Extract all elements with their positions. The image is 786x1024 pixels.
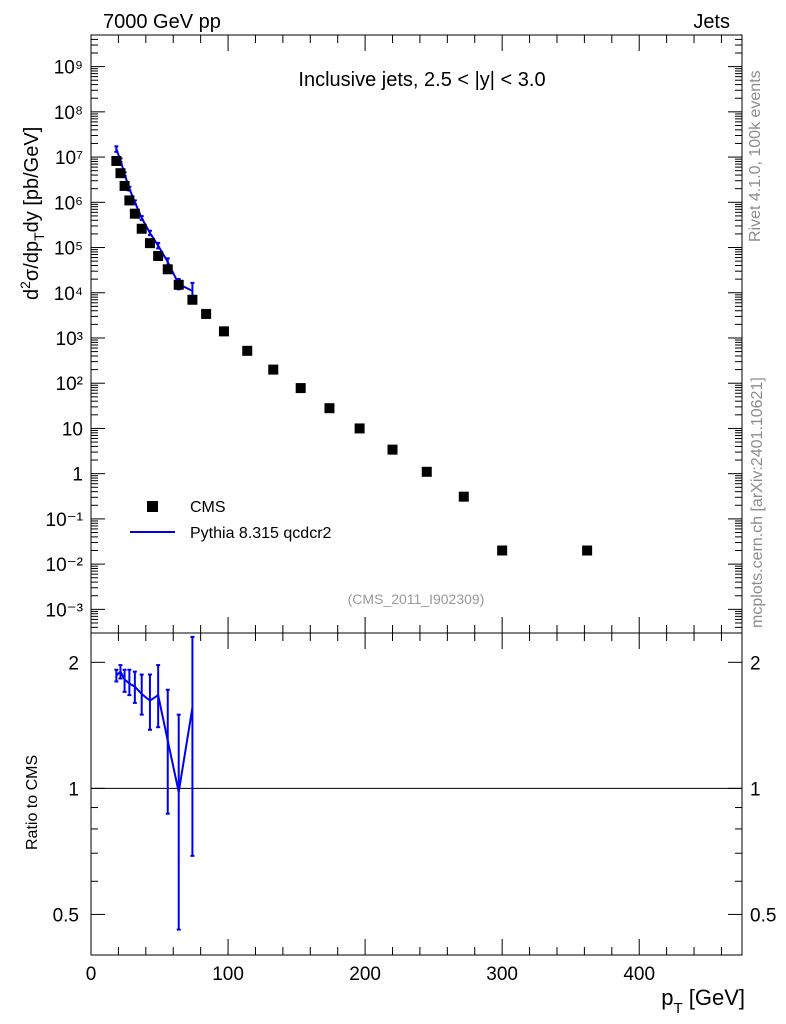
ratio-line [115, 670, 194, 793]
ratio-y-tick-label-right: 2 [750, 653, 761, 674]
main-y-tick-label: 10⁷ [55, 148, 83, 169]
legend-marker-cms [147, 501, 158, 512]
main-y-tick-label: 10⁶ [54, 193, 83, 214]
x-axis-ticks: 0 100 200 300 400 [86, 35, 722, 985]
main-y-tick-label: 10⁴ [54, 284, 83, 305]
cms-data-point [153, 250, 164, 261]
mc-series-ratio [114, 635, 195, 931]
cms-data-point [144, 238, 155, 249]
x-tick-label: 100 [212, 964, 244, 985]
cms-data-point [497, 545, 508, 556]
cms-data-point [218, 326, 229, 337]
cms-data-point [324, 403, 335, 414]
cms-data-point [268, 364, 279, 375]
main-y-tick-label: 10³ [56, 329, 83, 350]
mc-line [115, 148, 193, 292]
cms-data-point [115, 168, 126, 179]
ratio-y-tick-label-right: 1 [750, 779, 761, 800]
x-tick-label: 200 [349, 964, 381, 985]
ratio-y-axis-ticks: 2 2 1 1 0.5 0.5 [53, 653, 776, 956]
cms-data-point [242, 345, 253, 356]
cms-data-point [162, 264, 173, 275]
ratio-y-tick-label-right: 0.5 [750, 905, 776, 926]
main-y-tick-label: 10⁻¹ [46, 510, 84, 531]
cms-data-point [387, 444, 398, 455]
mcplots-label: mcplots.cern.ch [arXiv:2401.10621] [749, 377, 766, 628]
legend-label-cms: CMS [190, 499, 226, 516]
main-y-axis-title: d2σ/dpTdy [pb/GeV] [17, 127, 47, 300]
main-y-tick-label: 10⁵ [54, 239, 83, 260]
analysis-tag: (CMS_2011_I902309) [348, 591, 485, 607]
x-axis-title: pT [GeV] [661, 985, 745, 1017]
legend: CMS Pythia 8.315 qcdcr2 [130, 499, 332, 542]
ratio-plot-frame [90, 632, 743, 956]
x-tick-label: 300 [486, 964, 518, 985]
cms-data-point [295, 383, 306, 394]
main-y-tick-label: 1 [72, 465, 83, 486]
main-y-axis-ticks: 10⁹ 10⁸ 10⁷ 10⁶ 10⁵ 10⁴ 10³ 10² 10 1 10⁻¹ 10⁻² 10⁻³ [46, 34, 742, 634]
plot-title: Inclusive jets, 2.5 < |y| < 3.0 [298, 69, 545, 91]
main-plot-frame [90, 34, 743, 634]
cms-data-point [136, 223, 147, 234]
cms-data-point [458, 491, 469, 502]
header-right-label: Jets [693, 11, 730, 33]
x-tick-label: 400 [623, 964, 655, 985]
data-series-main [111, 155, 593, 556]
main-y-tick-label: 10⁻³ [46, 600, 84, 621]
cms-data-point [119, 180, 130, 191]
main-y-tick-label: 10⁹ [54, 58, 83, 79]
ratio-y-tick-label-left: 2 [68, 653, 79, 674]
x-tick-label: 0 [86, 964, 97, 985]
cms-data-point [354, 423, 365, 434]
ratio-y-tick-label-left: 0.5 [53, 905, 79, 926]
main-y-tick-label: 10⁻² [46, 555, 84, 576]
main-y-tick-label: 10⁸ [54, 103, 83, 124]
mc-series-main [114, 145, 195, 300]
header-left-label: 7000 GeV pp [103, 11, 221, 33]
cms-data-point [187, 294, 198, 305]
cms-data-point [582, 545, 593, 556]
cms-data-point [129, 208, 140, 219]
main-y-tick-label: 10 [62, 419, 83, 440]
cms-data-point [111, 155, 122, 166]
ratio-y-axis-title: Ratio to CMS [24, 755, 41, 850]
cms-data-point [124, 195, 135, 206]
cms-data-point [201, 308, 212, 319]
rivet-version-label: Rivet 4.1.0, 100k events [747, 70, 764, 242]
cms-data-point [421, 466, 432, 477]
main-y-tick-label: 10² [56, 374, 83, 395]
legend-label-pythia: Pythia 8.315 qcdcr2 [190, 525, 332, 542]
cms-data-point [173, 279, 184, 290]
ratio-y-tick-label-left: 1 [68, 779, 79, 800]
